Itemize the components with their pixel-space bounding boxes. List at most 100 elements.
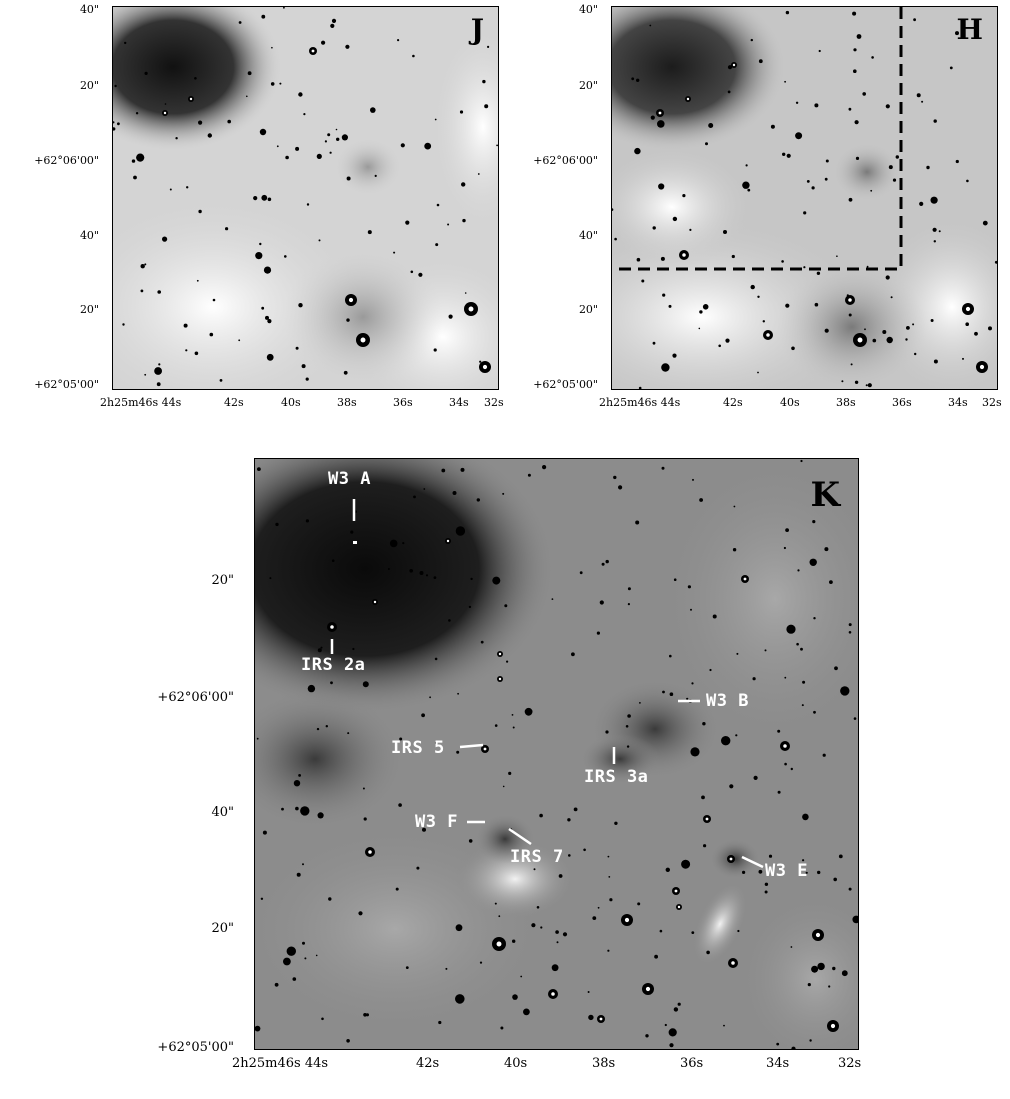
star-core xyxy=(599,1017,603,1021)
star xyxy=(435,243,439,247)
star xyxy=(758,869,763,874)
star xyxy=(703,844,707,848)
star xyxy=(316,153,322,159)
star xyxy=(269,577,272,580)
star xyxy=(421,713,425,718)
star xyxy=(433,576,437,579)
star xyxy=(782,152,786,156)
star xyxy=(154,367,162,375)
star xyxy=(441,468,446,473)
star-core xyxy=(551,992,555,996)
star xyxy=(699,498,703,502)
star xyxy=(157,290,161,294)
star xyxy=(587,991,590,993)
star xyxy=(305,519,309,523)
star xyxy=(225,227,229,231)
star-core xyxy=(815,932,821,938)
star xyxy=(271,46,273,49)
star xyxy=(317,648,322,653)
star xyxy=(890,296,893,299)
j-y-tick: +62°06'00" xyxy=(34,154,99,167)
star xyxy=(645,1034,649,1038)
star xyxy=(848,107,852,111)
star xyxy=(434,118,437,121)
k-band-label: K xyxy=(810,475,840,515)
star xyxy=(732,548,737,552)
star xyxy=(828,985,831,988)
star xyxy=(709,668,712,672)
star xyxy=(718,344,721,348)
star xyxy=(919,201,924,206)
j-x-tick: 40s xyxy=(281,396,301,409)
star xyxy=(723,1024,725,1027)
star xyxy=(266,353,274,361)
star-core xyxy=(731,961,735,965)
star xyxy=(267,197,272,202)
star xyxy=(652,226,656,230)
star xyxy=(238,339,241,342)
star xyxy=(255,252,263,260)
star-core xyxy=(482,364,488,370)
star xyxy=(413,495,416,499)
star xyxy=(477,173,480,175)
star xyxy=(852,915,858,924)
h-x-tick: 42s xyxy=(723,396,743,409)
star xyxy=(834,666,838,671)
star-core xyxy=(766,333,770,337)
star xyxy=(331,559,335,562)
star xyxy=(164,103,167,105)
star xyxy=(405,966,409,969)
star xyxy=(627,587,631,591)
star xyxy=(452,491,457,495)
star-core xyxy=(979,364,985,370)
star-core xyxy=(311,49,315,53)
star-core xyxy=(483,747,487,751)
star xyxy=(523,1008,530,1016)
star-core xyxy=(348,297,354,303)
star xyxy=(701,795,705,800)
star xyxy=(362,681,369,688)
star xyxy=(836,255,838,257)
star xyxy=(140,289,144,293)
star xyxy=(527,473,531,477)
star xyxy=(662,690,665,694)
star xyxy=(393,251,396,254)
star xyxy=(636,78,640,83)
k-y-tick: 20" xyxy=(211,573,234,588)
star xyxy=(609,898,613,902)
star xyxy=(822,753,826,757)
k-x-tick: 40s xyxy=(504,1056,528,1071)
star-core xyxy=(189,97,193,101)
star xyxy=(511,714,514,716)
star xyxy=(776,1042,780,1046)
star xyxy=(468,839,473,843)
star xyxy=(605,730,609,734)
j-y-tick: 20" xyxy=(79,79,99,92)
star xyxy=(669,654,672,658)
star xyxy=(639,702,641,704)
star xyxy=(320,646,323,649)
star xyxy=(185,349,188,352)
star xyxy=(914,352,917,356)
star xyxy=(811,965,819,973)
star xyxy=(295,346,299,350)
star xyxy=(283,7,285,9)
star xyxy=(275,522,279,527)
star xyxy=(327,133,331,137)
star xyxy=(662,293,666,297)
j-y-tick: 40" xyxy=(79,3,99,16)
star xyxy=(424,142,432,150)
star xyxy=(691,682,694,685)
star-core xyxy=(830,1023,836,1029)
star xyxy=(850,363,853,366)
star xyxy=(502,785,505,788)
star xyxy=(654,954,658,959)
star xyxy=(848,623,852,627)
star xyxy=(347,732,350,735)
star xyxy=(409,569,413,573)
star xyxy=(723,230,727,234)
star-core xyxy=(468,306,474,312)
star xyxy=(321,1017,324,1021)
star xyxy=(895,155,899,159)
star xyxy=(605,559,609,564)
